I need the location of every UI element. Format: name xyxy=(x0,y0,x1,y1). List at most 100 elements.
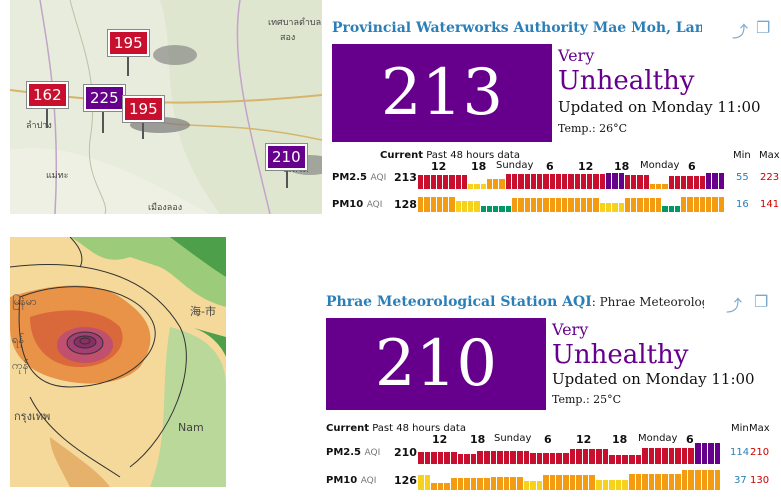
history-bar xyxy=(631,197,637,212)
history-bar xyxy=(457,477,464,490)
pm25-history-bars[interactable] xyxy=(418,442,721,464)
history-bar xyxy=(688,470,694,490)
history-bar xyxy=(461,174,468,189)
history-bar xyxy=(574,197,580,212)
history-bar xyxy=(555,197,562,212)
pm10-history-bars[interactable] xyxy=(418,194,725,212)
history-bar xyxy=(622,455,628,464)
aqi-marker[interactable]: 225 xyxy=(84,85,125,111)
history-bar xyxy=(643,174,649,189)
history-bar xyxy=(718,196,725,212)
aqi-marker[interactable]: 162 xyxy=(27,82,68,108)
updated-time: Updated on Monday 11:00 xyxy=(558,98,761,116)
history-bar xyxy=(455,174,461,189)
history-bar xyxy=(536,481,543,490)
history-bar xyxy=(642,473,648,490)
history-bar xyxy=(668,447,675,464)
past-header: Past 48 hours data xyxy=(372,423,466,434)
history-bar xyxy=(530,173,537,189)
history-bar xyxy=(424,174,430,189)
history-bar xyxy=(549,197,555,212)
aqi-marker[interactable]: 195 xyxy=(108,30,149,56)
history-bar xyxy=(530,481,536,490)
history-bar xyxy=(708,443,714,464)
history-bar xyxy=(637,197,643,212)
windows-icon[interactable]: ❐ xyxy=(756,18,771,37)
map-label: แม่ทะ xyxy=(46,171,69,181)
history-bar xyxy=(569,474,576,490)
history-bar xyxy=(681,196,687,212)
history-bar xyxy=(477,450,483,464)
time-tick: 18 xyxy=(612,433,628,446)
map-label: จังหวัด xyxy=(282,165,309,175)
history-bar xyxy=(582,474,589,490)
pm10-history-bars[interactable] xyxy=(418,468,721,490)
map-label: ကုန် xyxy=(12,359,29,372)
share-icon[interactable]: ⤴ xyxy=(726,296,743,315)
history-bar xyxy=(668,205,674,212)
history-bar xyxy=(635,455,642,464)
history-bar xyxy=(530,197,537,212)
history-bar xyxy=(424,196,430,212)
history-bar xyxy=(655,473,661,490)
temperature: Temp.: 26°C xyxy=(558,122,628,135)
history-bar xyxy=(674,175,681,189)
station-title-text[interactable]: Phrae Meteorological Station AQI xyxy=(326,294,592,310)
history-bar xyxy=(687,196,693,212)
history-bar xyxy=(599,173,605,189)
history-bar xyxy=(593,173,599,189)
history-bar xyxy=(649,197,656,212)
history-bar xyxy=(497,476,503,490)
regional-heatmap[interactable]: မြန်မာ 海-市 ရန် ကုန် กรุงเทพ Nam xyxy=(10,237,226,487)
history-bar xyxy=(483,477,490,490)
station-subtitle: : Phrae Meteorological Stati xyxy=(591,295,704,309)
time-tick: 12 xyxy=(431,160,447,173)
history-bar xyxy=(480,205,486,212)
current-header: Current xyxy=(380,150,424,161)
history-bar xyxy=(457,454,464,464)
history-bar xyxy=(418,174,424,189)
history-bar xyxy=(436,174,443,189)
share-icon[interactable]: ⤴ xyxy=(732,22,749,41)
map-label: กรุงเทพ xyxy=(14,410,51,423)
history-bar xyxy=(430,174,436,189)
pm10-current: 128 xyxy=(394,198,417,211)
history-bar xyxy=(694,443,701,464)
aqi-marker[interactable]: 195 xyxy=(123,96,164,122)
windows-icon[interactable]: ❐ xyxy=(754,292,769,311)
history-bar xyxy=(483,450,490,464)
history-bar xyxy=(431,483,437,490)
pm25-history-bars[interactable] xyxy=(418,171,725,189)
history-bar xyxy=(643,197,649,212)
pm25-label: PM2.5 AQI xyxy=(332,172,387,183)
aqi-marker[interactable]: 210 xyxy=(266,144,307,170)
history-bar xyxy=(574,173,580,189)
history-bar xyxy=(582,448,589,464)
map-label: เมืองลอง xyxy=(148,203,183,213)
pollution-contour-map xyxy=(10,237,226,487)
city-map[interactable]: เทศบาลตำบล สอง ลำปาง แม่ทะ เมืองลอง จังห… xyxy=(10,0,322,214)
history-bar xyxy=(464,454,470,464)
history-bar xyxy=(511,197,518,212)
station-title[interactable]: Provincial Waterworks Authority Mae Moh,… xyxy=(332,20,702,36)
history-bar xyxy=(455,201,461,212)
history-bar xyxy=(602,448,609,464)
history-bar xyxy=(655,447,661,464)
history-bar xyxy=(648,473,655,490)
map-label: เทศบาลตำบล xyxy=(268,18,322,28)
history-bar xyxy=(699,196,706,212)
history-bar xyxy=(629,473,635,490)
time-tick: 6 xyxy=(688,160,696,173)
station-title-text[interactable]: Provincial Waterworks Authority Mae Moh,… xyxy=(332,20,702,36)
history-bar xyxy=(656,197,662,212)
history-bar xyxy=(537,197,543,212)
history-bar xyxy=(662,205,668,212)
time-tick: Monday xyxy=(640,160,680,171)
history-bar xyxy=(622,480,628,490)
history-bar xyxy=(674,205,681,212)
aqi-widget: Phrae Meteorological Station AQI: Phrae … xyxy=(320,282,781,492)
pm10-label: PM10 AQI xyxy=(332,199,383,210)
station-title[interactable]: Phrae Meteorological Station AQI: Phrae … xyxy=(326,294,704,310)
history-bar xyxy=(624,174,631,189)
time-tick: 18 xyxy=(471,160,487,173)
